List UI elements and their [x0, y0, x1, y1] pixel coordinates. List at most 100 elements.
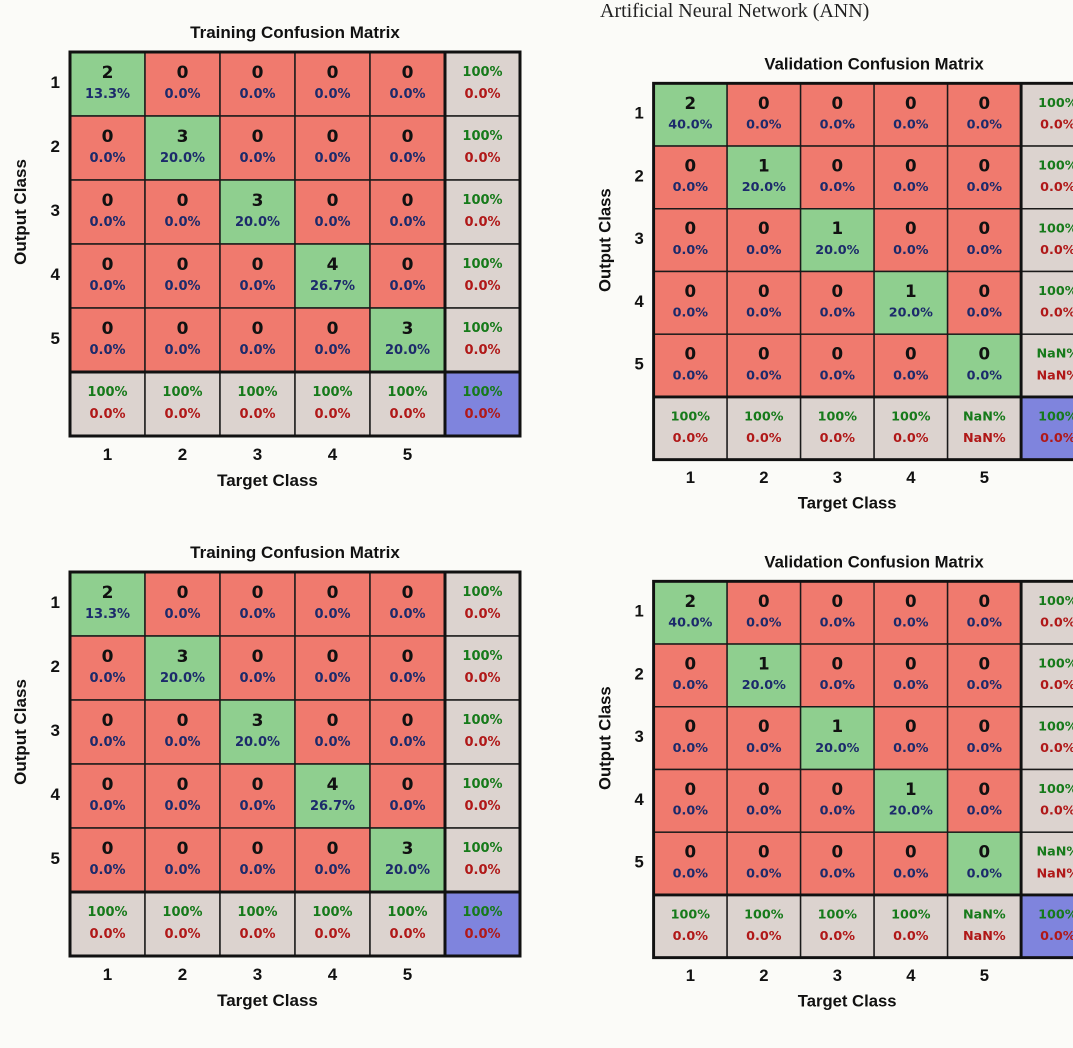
cell-percent: 20.0%: [160, 151, 205, 166]
row-summary-cell-rect: [1020, 768, 1073, 833]
y-tick-label: 4: [51, 265, 61, 284]
diagonal-cell-rect: [369, 827, 446, 893]
cell-count: 0: [177, 63, 189, 83]
cell-percent: 0.0%: [164, 343, 200, 358]
off-diagonal-cell-rect: [294, 51, 371, 117]
summary-error: 0.0%: [820, 929, 856, 944]
cell-percent: 0.0%: [967, 866, 1003, 881]
cell-count: 0: [832, 592, 844, 611]
summary-accuracy: 100%: [462, 841, 502, 856]
row-summary-cell-rect: [444, 763, 521, 829]
cell-percent: 0.0%: [239, 87, 275, 102]
chart-title: Training Confusion Matrix: [190, 23, 400, 42]
summary-accuracy: 100%: [87, 905, 127, 920]
col-summary-cell: 100% 0.0%: [294, 891, 371, 957]
diagonal-cell: 1 20.0%: [873, 270, 949, 335]
off-diagonal-cell-rect: [219, 571, 296, 637]
diagonal-cell: 3 20.0%: [369, 307, 446, 373]
off-diagonal-cell-rect: [799, 831, 875, 896]
col-summary-cell-rect: [652, 396, 728, 461]
x-tick-label: 4: [328, 445, 338, 464]
col-summary-cell: 100% 0.0%: [144, 891, 221, 957]
cell-count: 0: [402, 255, 414, 275]
cell-count: 3: [402, 839, 414, 859]
off-diagonal-cell-rect: [946, 82, 1022, 147]
row-summary-cell: 100% 0.0%: [444, 307, 521, 373]
off-diagonal-cell: 0 0.0%: [69, 763, 146, 829]
summary-error: 0.0%: [1040, 678, 1073, 693]
x-tick-label: 5: [980, 966, 989, 985]
cell-count: 1: [832, 219, 844, 238]
diagonal-cell: 2 13.3%: [69, 571, 146, 637]
off-diagonal-cell-rect: [946, 145, 1022, 210]
overall-cell: 100% 0.0%: [444, 891, 521, 957]
summary-error: 0.0%: [673, 929, 709, 944]
cell-count: 0: [177, 319, 189, 339]
cell-percent: 0.0%: [820, 678, 856, 693]
summary-error: 0.0%: [673, 431, 709, 446]
summary-error: 0.0%: [1040, 117, 1073, 132]
summary-error: 0.0%: [89, 927, 125, 942]
cell-count: 0: [402, 127, 414, 147]
cell-percent: 0.0%: [164, 215, 200, 230]
cell-percent: 0.0%: [893, 615, 929, 630]
row-summary-cell: 100% 0.0%: [1020, 270, 1073, 335]
diagonal-cell: 3 20.0%: [144, 635, 221, 701]
off-diagonal-cell: 0 0.0%: [799, 643, 875, 708]
off-diagonal-cell: 0 0.0%: [652, 145, 728, 210]
cell-percent: 0.0%: [239, 343, 275, 358]
off-diagonal-cell-rect: [144, 51, 221, 117]
off-diagonal-cell: 0 0.0%: [219, 115, 296, 181]
summary-accuracy: 100%: [1038, 221, 1073, 236]
off-diagonal-cell: 0 0.0%: [294, 307, 371, 373]
cell-percent: 0.0%: [164, 607, 200, 622]
cell-count: 0: [252, 63, 264, 83]
off-diagonal-cell: 0 0.0%: [799, 768, 875, 833]
cell-count: 0: [402, 63, 414, 83]
cell-percent: 0.0%: [967, 306, 1003, 321]
cell-count: 2: [102, 583, 114, 603]
summary-accuracy: NaN%: [1037, 347, 1073, 362]
off-diagonal-cell-rect: [652, 145, 728, 210]
chart-title: Training Confusion Matrix: [190, 543, 400, 562]
cell-count: 3: [177, 647, 189, 667]
grid-frame: [652, 81, 1073, 462]
off-diagonal-cell: 0 0.0%: [144, 243, 221, 309]
cell-percent: 0.0%: [314, 607, 350, 622]
off-diagonal-cell-rect: [144, 571, 221, 637]
off-diagonal-cell-rect: [799, 768, 875, 833]
cell-count: 0: [252, 255, 264, 275]
cell-count: 0: [402, 647, 414, 667]
cell-count: 0: [685, 717, 697, 736]
cell-percent: 20.0%: [889, 804, 933, 819]
cell-percent: 0.0%: [893, 866, 929, 881]
summary-error: 0.0%: [314, 927, 350, 942]
off-diagonal-cell: 0 0.0%: [726, 333, 802, 398]
cell-count: 0: [905, 94, 917, 113]
summary-error: 0.0%: [1040, 243, 1073, 258]
cell-percent: 0.0%: [673, 306, 709, 321]
off-diagonal-cell: 0 0.0%: [369, 571, 446, 637]
row-summary-cell: 100% 0.0%: [444, 115, 521, 181]
off-diagonal-cell: 0 0.0%: [652, 768, 728, 833]
confusion-matrix-panel: Training Confusion Matrix 2 13.3% 0 0.0% 0 0.0…: [0, 18, 522, 528]
off-diagonal-cell: 0 0.0%: [69, 179, 146, 245]
cell-count: 0: [905, 157, 917, 176]
cell-count: 0: [758, 282, 770, 301]
off-diagonal-cell: 0 0.0%: [294, 699, 371, 765]
x-tick-label: 5: [980, 468, 989, 487]
y-axis-label: Output Class: [595, 188, 614, 292]
off-diagonal-cell-rect: [873, 831, 949, 896]
off-diagonal-cell-rect: [69, 763, 146, 829]
col-summary-cell-rect: [144, 891, 221, 957]
diagonal-cell-rect: [873, 270, 949, 335]
cell-percent: 0.0%: [314, 87, 350, 102]
off-diagonal-cell: 0 0.0%: [946, 580, 1022, 645]
summary-error: 0.0%: [89, 407, 125, 422]
off-diagonal-cell-rect: [294, 307, 371, 373]
overall-cell-rect: [1020, 894, 1073, 959]
cell-count: 0: [685, 219, 697, 238]
off-diagonal-cell: 0 0.0%: [294, 827, 371, 893]
cell-percent: 0.0%: [893, 678, 929, 693]
y-tick-label: 1: [51, 593, 60, 612]
